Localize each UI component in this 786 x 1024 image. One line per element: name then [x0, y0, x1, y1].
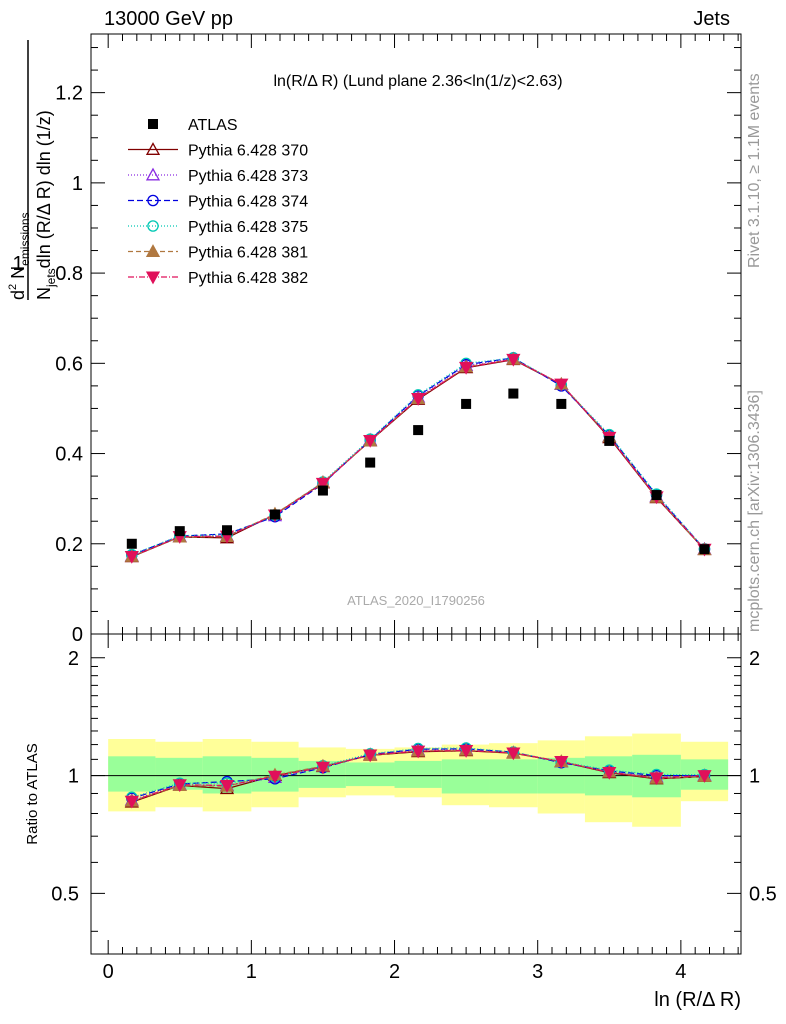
- y-tick-label: 1: [72, 173, 83, 195]
- data-point: [222, 525, 233, 536]
- data-point: [317, 485, 328, 496]
- legend-label: Pythia 6.428 373: [188, 168, 308, 185]
- series-line: [131, 358, 705, 557]
- ratio-y-tick-label: 1: [68, 766, 79, 788]
- series-marker: [145, 271, 161, 285]
- series-marker: [506, 353, 521, 367]
- data-point: [461, 398, 472, 409]
- y-tick-label: 0: [72, 624, 83, 646]
- series-marker: [649, 772, 664, 786]
- ratio-plot-frame: [90, 633, 742, 955]
- series-lines: [131, 357, 705, 803]
- x-tick-label: 2: [389, 961, 400, 983]
- data-point: [174, 526, 185, 537]
- series-marker: [411, 745, 426, 759]
- ratio-y-tick-label-right: 2: [749, 648, 760, 670]
- series-line: [131, 357, 705, 556]
- ratio-axis-label: Ratio to ATLAS: [24, 743, 41, 844]
- y-tick-label: 1.2: [55, 83, 83, 105]
- side-label-mcplots: mcplots.cern.ch [arXiv:1306.3436]: [746, 390, 763, 632]
- header-observable-label: Jets: [693, 8, 730, 30]
- series-marker: [506, 747, 521, 761]
- series-marker: [602, 766, 617, 780]
- series-line: [131, 358, 705, 557]
- svg-text:1: 1: [12, 253, 23, 275]
- data-point: [699, 544, 710, 555]
- y-tick-label: 0.6: [55, 353, 83, 375]
- series-line: [131, 357, 705, 556]
- series-marker: [554, 756, 569, 769]
- series-marker: [315, 761, 331, 775]
- legend: ATLAS Pythia 6.428 370 Pythia 6.428 373 Pyt…: [128, 117, 308, 287]
- series-marker: [145, 167, 161, 181]
- data-point: [604, 435, 615, 446]
- ratio-band-green: [489, 759, 538, 794]
- legend-label: Pythia 6.428 374: [188, 194, 308, 211]
- header-process-label: 13000 GeV pp: [104, 8, 233, 30]
- legend-label: Pythia 6.428 381: [188, 245, 308, 262]
- series-marker: [363, 749, 378, 763]
- axis-labels: 0 1 2 3 4 0 0.2 0.4 0.6 0.8 1 1.2 0.5 0.5 1 1 2 2: [51, 83, 777, 983]
- series-marker: [459, 745, 474, 758]
- series-marker: [124, 550, 139, 564]
- ratio-band-green: [345, 762, 395, 787]
- y-axis-label: 1 d2 Nemissions Njetsdln (R/Δ R) dln (1/…: [7, 40, 58, 300]
- series-marker: [147, 194, 159, 207]
- x-axis-label: ln (R/Δ R): [654, 989, 741, 1011]
- ratio-y-tick-label: 2: [68, 648, 79, 670]
- ratio-y-tick-label-right: 0.5: [749, 883, 777, 905]
- series-marker: [145, 244, 161, 257]
- data-point: [508, 388, 519, 399]
- series-marker: [411, 393, 426, 406]
- data-point: [413, 425, 424, 436]
- axis-ticks: [91, 34, 741, 954]
- legend-label: Pythia 6.428 382: [188, 270, 308, 287]
- series-marker: [147, 220, 159, 232]
- legend-label: ATLAS: [188, 117, 238, 134]
- legend-marker-atlas: [148, 119, 158, 129]
- ratio-y-tick-label: 0.5: [51, 883, 79, 905]
- series-marker: [363, 435, 378, 448]
- data-point: [269, 509, 280, 520]
- legend-label: Pythia 6.428 370: [188, 143, 308, 160]
- series-line: [131, 358, 705, 557]
- ratio-band-green: [108, 756, 156, 792]
- side-label-rivet: Rivet 3.1.10, ≥ 1.1M events: [746, 73, 763, 268]
- atlas-data-points: [126, 388, 710, 555]
- svg-text:Njetsdln (R/Δ R) dln (1/z): Njetsdln (R/Δ R) dln (1/z): [34, 110, 58, 300]
- ratio-y-tick-label-right: 1: [749, 766, 760, 788]
- y-tick-label: 0.8: [55, 263, 83, 285]
- y-tick-label: 0.2: [55, 534, 83, 556]
- ratio-band-green: [394, 760, 442, 788]
- data-point: [365, 457, 376, 468]
- data-point: [651, 490, 662, 501]
- x-tick-label: 3: [532, 961, 543, 983]
- series-marker: [124, 795, 139, 809]
- x-tick-label: 0: [103, 961, 114, 983]
- x-tick-label: 4: [675, 961, 686, 983]
- series-marker: [554, 378, 569, 392]
- data-point: [556, 398, 567, 409]
- series-marker: [459, 361, 474, 375]
- ratio-band-green: [441, 759, 490, 794]
- series-marker: [172, 779, 187, 793]
- chart-title: ln(R/Δ R) (Lund plane 2.36<ln(1/z)<2.63): [273, 73, 562, 90]
- series-marker: [315, 477, 331, 491]
- data-point: [126, 538, 137, 549]
- x-tick-label: 1: [246, 961, 257, 983]
- series-marker: [267, 770, 283, 784]
- series-marker: [145, 142, 161, 155]
- series-marker: [697, 770, 712, 783]
- series-marker: [219, 780, 235, 793]
- y-tick-label: 0.4: [55, 444, 83, 466]
- ratio-uncertainty-bands: [108, 733, 729, 827]
- watermark-label: ATLAS_2020_I1790256: [347, 593, 485, 608]
- legend-label: Pythia 6.428 375: [188, 219, 308, 236]
